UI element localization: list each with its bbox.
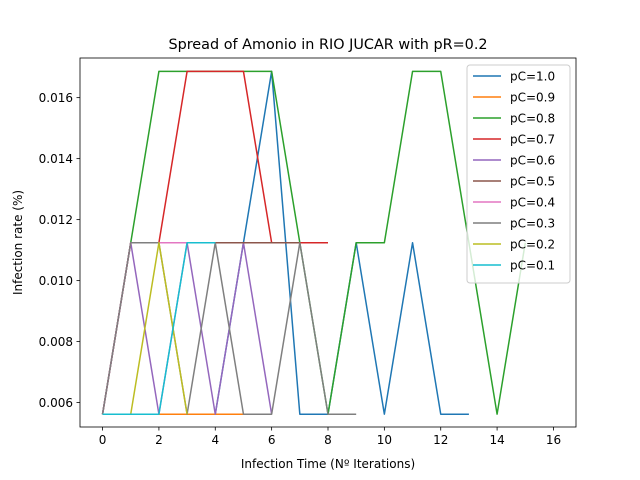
y-tick-label: 0.012 xyxy=(39,213,73,227)
x-tick-label: 8 xyxy=(324,433,332,447)
x-tick-label: 10 xyxy=(377,433,392,447)
x-tick-label: 12 xyxy=(433,433,448,447)
x-tick-label: 14 xyxy=(489,433,504,447)
legend-label-7: pC=0.4 xyxy=(510,195,555,209)
legend-label-2: pC=0.9 xyxy=(510,90,555,104)
legend-label-5: pC=0.6 xyxy=(510,153,555,167)
legend-label-10: pC=0.1 xyxy=(510,258,555,272)
legend-label-6: pC=0.5 xyxy=(510,174,555,188)
x-tick-label: 4 xyxy=(211,433,219,447)
legend-label-4: pC=0.7 xyxy=(510,132,555,146)
legend-label-1: pC=1.0 xyxy=(510,69,555,83)
y-axis: 0.006 0.008 0.010 0.012 0.014 0.016 xyxy=(39,91,80,410)
series-layer xyxy=(101,70,527,415)
y-tick-label: 0.016 xyxy=(39,91,73,105)
x-tick-label: 6 xyxy=(268,433,276,447)
x-tick-label: 2 xyxy=(155,433,163,447)
legend-box xyxy=(466,64,571,284)
legend: pC=1.0 pC=0.9 pC=0.8 pC=0.7 pC=0.6 pC=0.5 pC=0… xyxy=(466,64,571,284)
y-tick-label: 0.014 xyxy=(39,152,73,166)
legend-label-8: pC=0.3 xyxy=(510,216,555,230)
chart-title: Spread of Amonio in RIO JUCAR with pR=0.… xyxy=(168,37,487,53)
series-line-10 xyxy=(102,242,216,415)
x-tick-label: 16 xyxy=(546,433,561,447)
x-axis: 0 2 4 6 8 10 12 14 16 xyxy=(99,427,561,447)
y-tick-label: 0.006 xyxy=(39,396,73,410)
legend-label-3: pC=0.8 xyxy=(510,111,555,125)
y-tick-label: 0.010 xyxy=(39,274,73,288)
legend-label-9: pC=0.2 xyxy=(510,237,555,251)
series-line-5 xyxy=(101,242,273,415)
y-tick-label: 0.008 xyxy=(39,335,73,349)
y-axis-label: Infection rate (%) xyxy=(11,190,25,295)
series-line-9 xyxy=(102,242,188,415)
x-tick-label: 0 xyxy=(99,433,107,447)
x-axis-label: Infection Time (Nº Iterations) xyxy=(241,457,415,471)
series-line-7 xyxy=(101,242,216,415)
series-line-8 xyxy=(101,242,357,415)
